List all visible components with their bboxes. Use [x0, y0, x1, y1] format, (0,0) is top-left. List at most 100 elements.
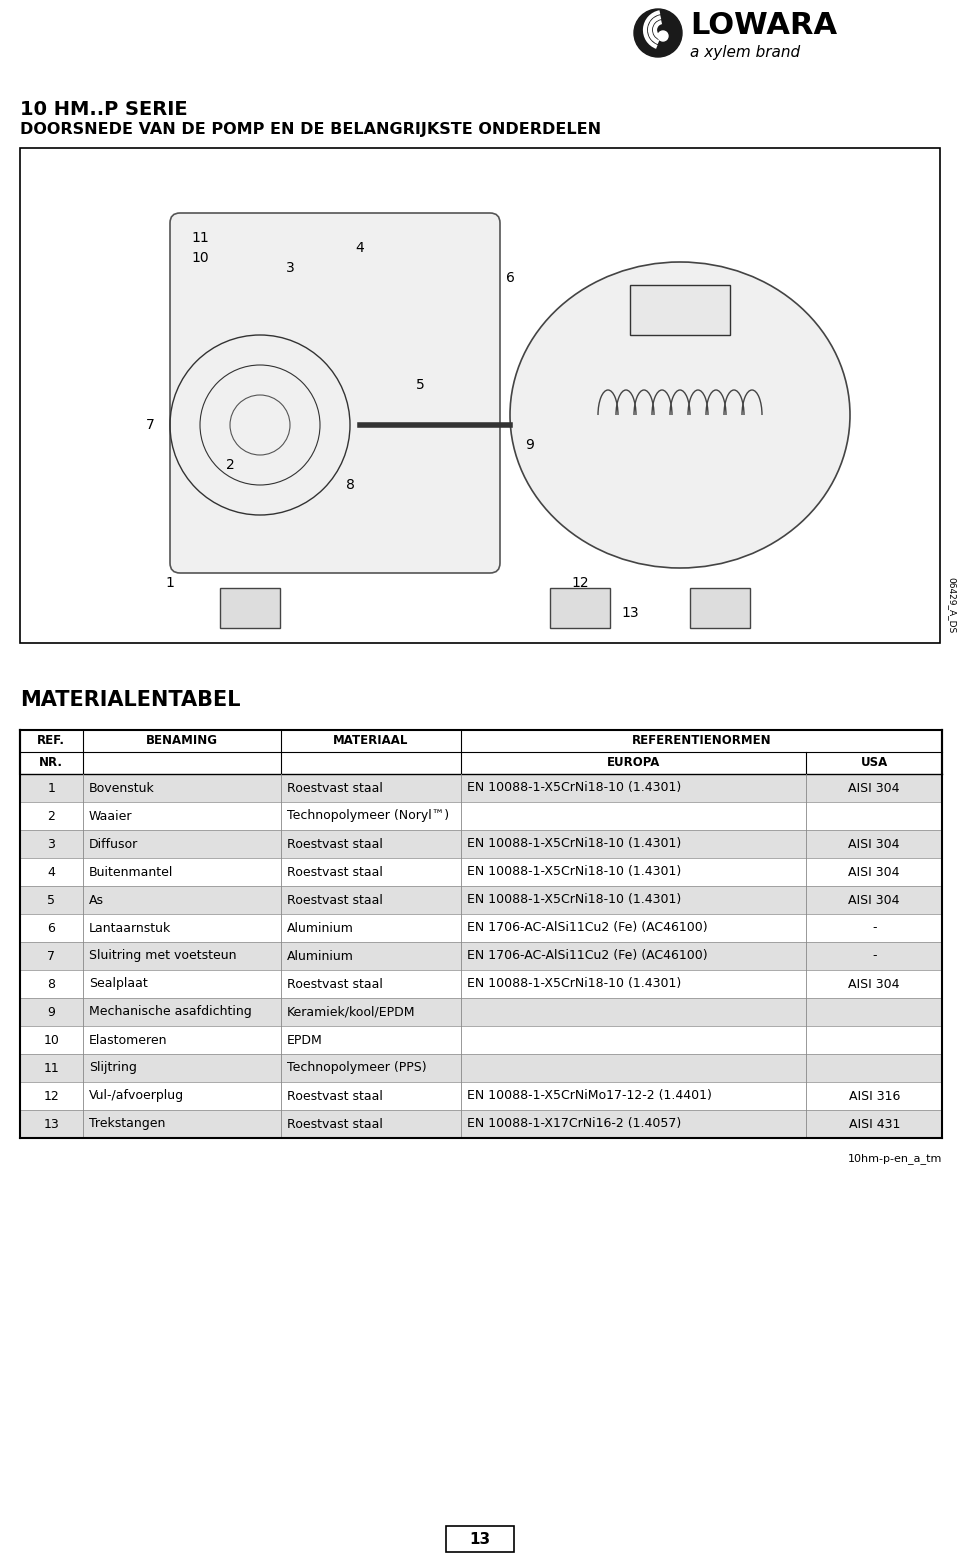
Text: Technopolymeer (PPS): Technopolymeer (PPS) [287, 1062, 426, 1074]
Text: Roestvast staal: Roestvast staal [287, 1090, 383, 1103]
Text: 7: 7 [146, 418, 155, 432]
Text: DOORSNEDE VAN DE POMP EN DE BELANGRIJKSTE ONDERDELEN: DOORSNEDE VAN DE POMP EN DE BELANGRIJKST… [20, 122, 601, 138]
Text: Sluitring met voetsteun: Sluitring met voetsteun [88, 949, 236, 962]
Text: 6: 6 [47, 921, 56, 935]
Text: Elastomeren: Elastomeren [88, 1034, 167, 1046]
Text: 1: 1 [165, 576, 175, 590]
Text: Lantaarnstuk: Lantaarnstuk [88, 921, 171, 935]
Bar [20, 774, 942, 802]
Text: MATERIALENTABEL: MATERIALENTABEL [20, 690, 241, 710]
Text: AISI 304: AISI 304 [849, 893, 900, 907]
Text: 8: 8 [47, 978, 56, 990]
Text: NR.: NR. [39, 757, 63, 769]
Text: AISI 304: AISI 304 [849, 978, 900, 990]
Text: EN 10088-1-X5CrNi18-10 (1.4301): EN 10088-1-X5CrNi18-10 (1.4301) [467, 782, 681, 795]
Text: EN 10088-1-X17CrNi16-2 (1.4057): EN 10088-1-X17CrNi16-2 (1.4057) [467, 1118, 681, 1131]
Text: AISI 304: AISI 304 [849, 865, 900, 879]
Bar [20, 802, 942, 830]
Text: 12: 12 [43, 1090, 60, 1103]
Text: Roestvast staal: Roestvast staal [287, 1118, 383, 1131]
Text: AISI 316: AISI 316 [849, 1090, 900, 1103]
Bar [20, 998, 942, 1026]
Text: 10hm-p-en_a_tm: 10hm-p-en_a_tm [848, 1153, 942, 1164]
Bar [446, 1526, 514, 1551]
Bar [20, 942, 942, 970]
Bar [630, 285, 730, 335]
Text: AISI 304: AISI 304 [849, 782, 900, 795]
Text: 06429_A_DS: 06429_A_DS [948, 577, 956, 633]
Text: 13: 13 [43, 1118, 60, 1131]
Text: Roestvast staal: Roestvast staal [287, 837, 383, 851]
Text: 7: 7 [47, 949, 56, 962]
Text: USA: USA [860, 757, 888, 769]
Circle shape [658, 31, 668, 41]
Text: EN 1706-AC-AlSi11Cu2 (Fe) (AC46100): EN 1706-AC-AlSi11Cu2 (Fe) (AC46100) [467, 921, 708, 935]
Text: Roestvast staal: Roestvast staal [287, 865, 383, 879]
Text: 4: 4 [355, 241, 365, 255]
Text: 4: 4 [47, 865, 56, 879]
Bar [20, 913, 942, 942]
Text: 9: 9 [525, 438, 535, 452]
Circle shape [634, 9, 682, 56]
Bar [20, 149, 940, 643]
Bar [20, 1110, 942, 1139]
Text: EUROPA: EUROPA [607, 757, 660, 769]
Text: 5: 5 [47, 893, 56, 907]
Text: Bovenstuk: Bovenstuk [88, 782, 155, 795]
Text: 2: 2 [47, 810, 56, 823]
Text: AISI 304: AISI 304 [849, 837, 900, 851]
Text: 2: 2 [226, 458, 234, 472]
Text: Sealplaat: Sealplaat [88, 978, 148, 990]
Text: Keramiek/kool/EPDM: Keramiek/kool/EPDM [287, 1006, 416, 1018]
Text: -: - [872, 949, 876, 962]
Text: EN 10088-1-X5CrNi18-10 (1.4301): EN 10088-1-X5CrNi18-10 (1.4301) [467, 893, 681, 907]
Text: 13: 13 [621, 605, 638, 619]
Text: EPDM: EPDM [287, 1034, 323, 1046]
Text: Roestvast staal: Roestvast staal [287, 782, 383, 795]
Bar [20, 1082, 942, 1110]
Text: 3: 3 [286, 261, 295, 275]
Text: a xylem brand: a xylem brand [690, 45, 800, 61]
Text: As: As [88, 893, 104, 907]
Text: Roestvast staal: Roestvast staal [287, 978, 383, 990]
Bar [220, 588, 280, 629]
Text: 8: 8 [346, 479, 354, 493]
Ellipse shape [510, 263, 850, 568]
Text: 6: 6 [506, 271, 515, 285]
Bar [550, 588, 610, 629]
Text: Waaier: Waaier [88, 810, 132, 823]
FancyBboxPatch shape [170, 213, 500, 572]
Bar [20, 1054, 942, 1082]
Text: REFERENTIENORMEN: REFERENTIENORMEN [632, 735, 771, 748]
Text: LOWARA: LOWARA [690, 11, 837, 39]
Bar [20, 859, 942, 885]
Text: 10 HM..P SERIE: 10 HM..P SERIE [20, 100, 187, 119]
Text: 9: 9 [47, 1006, 56, 1018]
Bar [20, 1026, 942, 1054]
Text: 3: 3 [47, 837, 56, 851]
Text: 10: 10 [191, 250, 209, 264]
Text: 1: 1 [47, 782, 56, 795]
Text: -: - [872, 921, 876, 935]
Bar [20, 970, 942, 998]
Bar [20, 885, 942, 913]
Text: Buitenmantel: Buitenmantel [88, 865, 173, 879]
Text: Aluminium: Aluminium [287, 949, 354, 962]
Text: Vul-/afvoerplug: Vul-/afvoerplug [88, 1090, 183, 1103]
Text: 10: 10 [43, 1034, 60, 1046]
Text: 12: 12 [571, 576, 588, 590]
Text: EN 10088-1-X5CrNiMo17-12-2 (1.4401): EN 10088-1-X5CrNiMo17-12-2 (1.4401) [467, 1090, 711, 1103]
Text: 11: 11 [43, 1062, 60, 1074]
Text: BENAMING: BENAMING [146, 735, 218, 748]
Text: EN 10088-1-X5CrNi18-10 (1.4301): EN 10088-1-X5CrNi18-10 (1.4301) [467, 865, 681, 879]
Text: Mechanische asafdichting: Mechanische asafdichting [88, 1006, 252, 1018]
Text: Technopolymeer (Noryl™): Technopolymeer (Noryl™) [287, 810, 449, 823]
Text: 5: 5 [416, 378, 424, 393]
Text: Slijtring: Slijtring [88, 1062, 136, 1074]
Text: 11: 11 [191, 231, 209, 246]
Text: EN 1706-AC-AlSi11Cu2 (Fe) (AC46100): EN 1706-AC-AlSi11Cu2 (Fe) (AC46100) [467, 949, 708, 962]
Text: Aluminium: Aluminium [287, 921, 354, 935]
Text: MATERIAAL: MATERIAAL [333, 735, 409, 748]
Text: EN 10088-1-X5CrNi18-10 (1.4301): EN 10088-1-X5CrNi18-10 (1.4301) [467, 978, 681, 990]
Text: Roestvast staal: Roestvast staal [287, 893, 383, 907]
